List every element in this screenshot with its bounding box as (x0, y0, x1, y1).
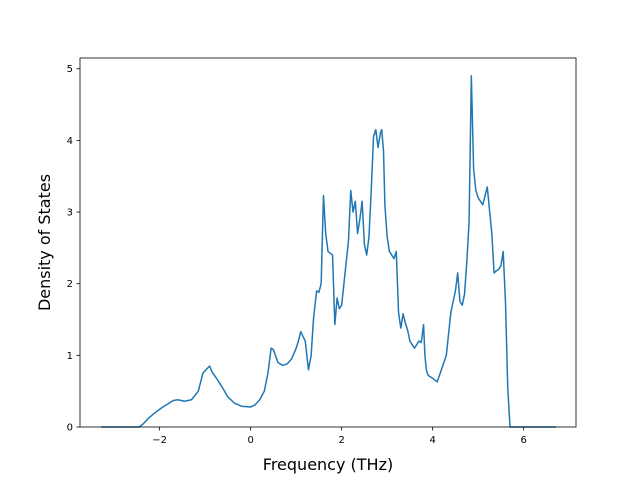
plot-background (80, 58, 576, 427)
y-axis-label: Density of States (35, 174, 54, 311)
y-tick-label: 1 (67, 351, 73, 362)
y-tick-label: 5 (67, 64, 73, 75)
x-tick-label: 2 (338, 435, 344, 446)
y-tick-label: 2 (67, 279, 73, 290)
x-tick-label: 6 (520, 435, 526, 446)
y-tick-label: 4 (67, 136, 73, 147)
y-tick-label: 0 (67, 423, 73, 434)
x-tick-label: −2 (152, 435, 167, 446)
y-tick-label: 3 (67, 208, 73, 219)
x-tick-label: 4 (429, 435, 435, 446)
y-axis-ticks: 0 1 2 3 4 5 (67, 64, 80, 434)
plot-frame (79, 57, 577, 428)
dos-series-line (101, 75, 557, 428)
x-tick-label: 0 (247, 435, 253, 446)
x-axis-ticks: −2 0 2 4 6 (152, 427, 527, 446)
x-axis-label: Frequency (THz) (263, 455, 393, 474)
